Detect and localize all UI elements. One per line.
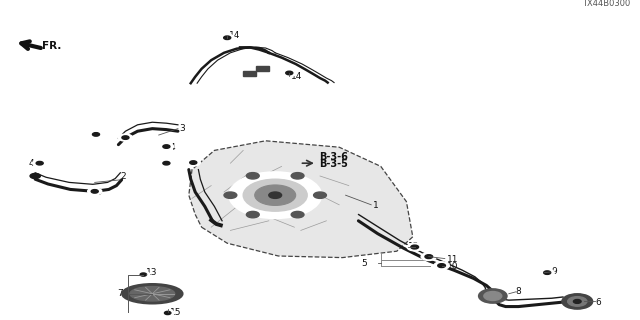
Circle shape	[434, 262, 449, 269]
Text: 4: 4	[96, 188, 102, 197]
Circle shape	[163, 161, 170, 165]
Text: TX44B0300: TX44B0300	[582, 0, 630, 8]
Circle shape	[161, 310, 174, 316]
Circle shape	[88, 188, 102, 195]
Circle shape	[89, 131, 103, 138]
Text: B-3-6: B-3-6	[319, 152, 348, 162]
Circle shape	[291, 172, 304, 179]
Circle shape	[36, 161, 44, 165]
Circle shape	[159, 160, 173, 167]
Bar	[243, 71, 256, 76]
Text: 3: 3	[179, 124, 185, 133]
Circle shape	[314, 192, 326, 198]
Text: FR.: FR.	[42, 41, 61, 52]
Circle shape	[291, 212, 304, 218]
Text: 1: 1	[372, 201, 378, 210]
Circle shape	[91, 189, 99, 193]
Text: 4: 4	[170, 143, 175, 152]
Circle shape	[425, 255, 433, 259]
Circle shape	[407, 243, 422, 251]
Circle shape	[269, 192, 282, 198]
Circle shape	[137, 271, 150, 278]
Circle shape	[30, 173, 40, 179]
Text: 7: 7	[117, 289, 123, 298]
Circle shape	[159, 143, 173, 150]
Circle shape	[246, 172, 259, 179]
Circle shape	[544, 271, 550, 275]
Circle shape	[186, 159, 200, 166]
Circle shape	[224, 192, 237, 198]
Circle shape	[246, 212, 259, 218]
Circle shape	[189, 161, 197, 164]
Bar	[256, 66, 269, 71]
Circle shape	[286, 71, 293, 75]
Text: 14: 14	[229, 31, 241, 40]
Circle shape	[122, 136, 129, 140]
Text: B-3-5: B-3-5	[319, 159, 348, 169]
Circle shape	[562, 294, 593, 309]
Circle shape	[573, 300, 581, 303]
Circle shape	[163, 145, 170, 148]
Text: 14: 14	[291, 72, 303, 81]
Text: 8: 8	[516, 287, 522, 296]
Circle shape	[411, 245, 419, 249]
Text: 10: 10	[447, 262, 458, 271]
Circle shape	[421, 253, 436, 260]
Text: 12: 12	[408, 242, 420, 251]
Circle shape	[220, 34, 234, 41]
Circle shape	[540, 269, 554, 276]
Polygon shape	[189, 141, 413, 258]
Circle shape	[255, 185, 296, 205]
Circle shape	[224, 36, 231, 39]
Circle shape	[282, 69, 296, 76]
Circle shape	[164, 311, 171, 315]
Circle shape	[118, 134, 132, 141]
Text: 2: 2	[120, 172, 126, 181]
Circle shape	[438, 264, 445, 268]
Circle shape	[479, 289, 507, 303]
Circle shape	[484, 292, 502, 300]
Circle shape	[243, 179, 307, 211]
Text: 4: 4	[29, 159, 35, 168]
Circle shape	[140, 273, 147, 276]
Circle shape	[33, 160, 47, 167]
Circle shape	[229, 172, 321, 218]
Circle shape	[568, 297, 587, 306]
Circle shape	[93, 132, 100, 136]
Text: 15: 15	[170, 308, 181, 317]
Text: 11: 11	[447, 255, 458, 264]
Text: 5: 5	[362, 260, 367, 268]
Text: 13: 13	[146, 268, 157, 277]
Text: 6: 6	[595, 298, 601, 307]
Ellipse shape	[122, 284, 183, 304]
Text: 9: 9	[552, 267, 557, 276]
Ellipse shape	[130, 287, 175, 301]
